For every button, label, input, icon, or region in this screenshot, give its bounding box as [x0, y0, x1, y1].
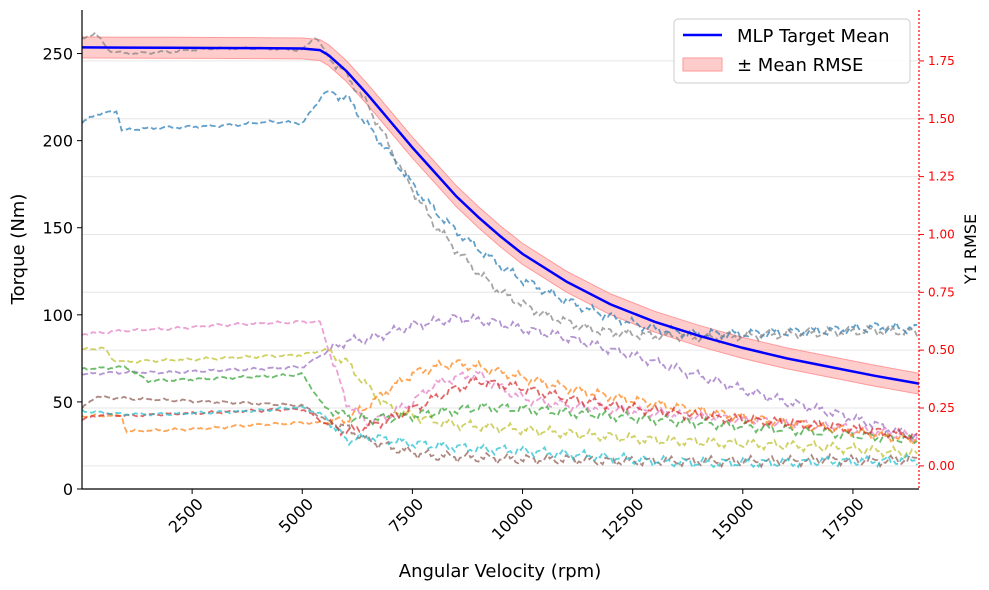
y2-tick-label: 1.00 — [928, 227, 955, 241]
y-tick-label: 50 — [53, 393, 73, 412]
sample-series-line — [82, 90, 918, 341]
sample-series-line — [82, 312, 918, 443]
mean-line — [82, 46, 919, 385]
x-tick-label: 15000 — [708, 494, 757, 543]
x-tick-label: 7500 — [385, 494, 427, 536]
legend-band-swatch — [682, 57, 723, 72]
rmse-band — [82, 36, 919, 395]
y2-axis-label: Y1 RMSE — [961, 214, 980, 285]
y2-tick-label: 0.50 — [928, 343, 955, 357]
sample-series-layer — [82, 31, 919, 470]
x-axis-label: Angular Velocity (rpm) — [399, 561, 601, 582]
x-tick-label: 17500 — [818, 494, 867, 543]
axes — [77, 10, 924, 494]
sample-series-line — [82, 346, 918, 459]
legend-box — [673, 18, 911, 84]
x-tick-label: 5000 — [275, 494, 317, 536]
y-tick-label: 150 — [42, 219, 73, 238]
y-tick-label: 100 — [42, 306, 73, 325]
sample-series-line — [82, 394, 918, 469]
legend-entry-band: ± Mean RMSE — [737, 55, 863, 76]
x-tick-label: 10000 — [488, 494, 537, 543]
mean-line-layer — [82, 46, 919, 385]
sample-series-line — [82, 405, 918, 470]
y2-tick-label: 0.75 — [928, 285, 955, 299]
sample-series-line — [82, 365, 918, 445]
y-axis-label: Torque (Nm) — [8, 194, 29, 306]
sample-series-line — [82, 319, 918, 444]
x-tick-label: 2500 — [165, 494, 207, 536]
y2-tick-label: 0.25 — [928, 401, 955, 415]
y-tick-label: 250 — [42, 45, 73, 64]
legend-entry-mean: MLP Target Mean — [737, 26, 890, 47]
y2-tick-label: 1.75 — [928, 54, 955, 68]
y2-tick-label: 0.00 — [928, 459, 955, 473]
rmse-band-layer — [82, 36, 919, 395]
y-tick-label: 200 — [42, 132, 73, 151]
y2-tick-label: 1.50 — [928, 112, 955, 126]
legend: MLP Target Mean ± Mean RMSE — [673, 18, 911, 84]
sample-series-line — [82, 375, 918, 443]
tick-labels: 0 50 100 150 200 250 0.00 0.25 0.50 0.75 1.00 1.25 1… — [42, 45, 954, 544]
sample-series-line — [82, 358, 918, 447]
x-tick-label: 12500 — [598, 494, 647, 543]
y2-tick-label: 1.25 — [928, 170, 955, 184]
y-tick-label: 0 — [63, 480, 73, 499]
